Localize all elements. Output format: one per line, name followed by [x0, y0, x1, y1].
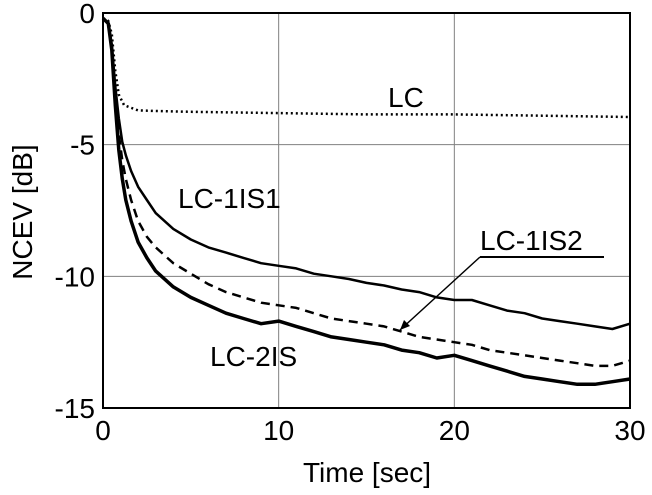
- series-line-lc-2is: [101, 17, 631, 387]
- annotation-lc-2is: LC-2IS: [210, 341, 297, 372]
- y-tick-label: -5: [70, 130, 95, 161]
- x-axis-label: Time [sec]: [303, 457, 431, 488]
- annotation-arrowhead: [400, 320, 410, 330]
- x-tick-labels: 0 10 20 30: [95, 415, 645, 446]
- annotation-lc-1is1: LC-1IS1: [178, 183, 281, 214]
- series-lines: [101, 17, 631, 387]
- x-tick-label: 0: [95, 415, 111, 446]
- series-line-lc-1is1: [102, 17, 631, 331]
- y-tick-label: 0: [79, 0, 95, 29]
- x-tick-label: 20: [439, 415, 470, 446]
- y-tick-label: -10: [55, 261, 95, 292]
- annotation-lc-1is2-leader: [399, 256, 481, 331]
- plot-frame: [102, 12, 631, 409]
- series-line-lc: [102, 17, 631, 119]
- annotation-lc-1is2: LC-1IS2: [480, 225, 583, 256]
- x-tick-label: 30: [614, 415, 645, 446]
- series-line-lc-1is2: [102, 17, 631, 368]
- y-tick-label: -15: [55, 393, 95, 424]
- annotation-lc: LC: [388, 82, 424, 113]
- x-tick-label: 10: [263, 415, 294, 446]
- y-axis-label: NCEV [dB]: [7, 144, 38, 279]
- y-tick-labels: 0 -5 -10 -15: [55, 0, 95, 424]
